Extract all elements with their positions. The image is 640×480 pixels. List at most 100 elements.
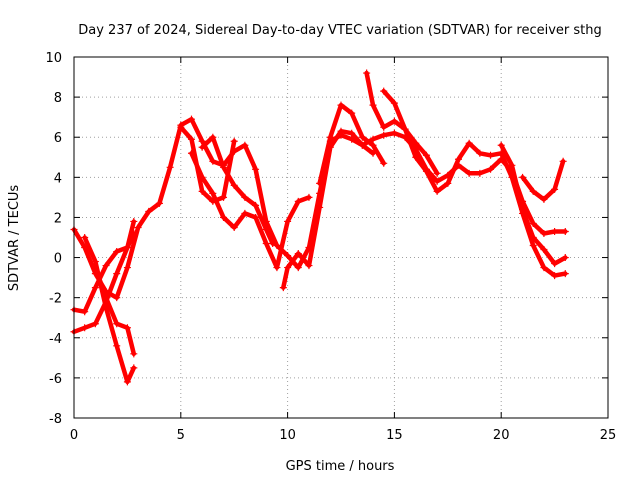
data-point-sat-d	[123, 244, 131, 252]
data-point-sat-c	[113, 342, 121, 350]
data-point-sat-i	[294, 250, 302, 258]
data-point-sat-h	[209, 189, 217, 197]
data-point-sat-d	[130, 229, 138, 237]
series-sat-f	[178, 124, 237, 204]
data-point-sat-j	[284, 217, 292, 225]
data-point-sat-a	[209, 157, 217, 165]
data-point-sat-n	[497, 141, 505, 149]
x-axis-label: GPS time / hours	[286, 459, 395, 474]
y-tick-label: 6	[54, 131, 62, 146]
data-point-sat-l	[422, 151, 430, 159]
y-axis-label: SDTVAR / TECUs	[7, 185, 22, 292]
data-point-sat-n	[529, 234, 537, 241]
data-point-sat-o	[529, 187, 537, 195]
data-point-sat-j	[305, 193, 313, 201]
data-point-sat-d	[113, 248, 121, 256]
data-point-sat-h	[198, 173, 206, 181]
x-tick-label: 5	[177, 428, 185, 443]
data-point-sat-j	[252, 213, 260, 221]
data-point-sat-g	[241, 193, 249, 201]
data-point-sat-e	[123, 324, 131, 332]
y-tick-label: -6	[49, 372, 62, 387]
data-point-sat-f	[198, 187, 206, 195]
data-point-sat-m	[465, 139, 473, 147]
data-point-sat-l	[412, 139, 420, 147]
series-sat-k	[317, 102, 386, 186]
data-point-sat-a	[369, 135, 377, 143]
tick-layer: 0 5 10 15 20 25 -8 -6 -4 -2 0 2 4 6 8 10	[45, 51, 616, 443]
data-point-sat-h	[220, 213, 228, 221]
series-layer	[70, 69, 569, 386]
data-point-sat-n	[561, 254, 569, 262]
chart-title: Day 237 of 2024, Sidereal Day-to-day VTE…	[78, 23, 602, 38]
data-point-sat-a	[273, 242, 281, 250]
series-sat-c	[82, 235, 137, 385]
data-point-sat-a	[551, 227, 559, 235]
data-point-sat-l	[363, 69, 371, 77]
data-point-sat-a	[198, 137, 206, 145]
y-tick-label: 4	[54, 171, 62, 186]
y-tick-label: -4	[49, 332, 62, 347]
data-point-sat-i	[279, 284, 287, 292]
data-point-sat-m	[433, 187, 441, 195]
data-point-sat-g	[220, 163, 228, 171]
data-point-sat-a	[155, 199, 163, 207]
data-point-sat-m	[412, 153, 420, 161]
data-point-sat-j	[262, 240, 270, 248]
data-point-sat-b	[81, 324, 89, 332]
y-tick-label: -8	[49, 412, 62, 427]
data-point-sat-k	[358, 133, 366, 141]
data-point-sat-h	[187, 149, 195, 157]
data-point-sat-l	[433, 169, 441, 177]
data-point-sat-d	[81, 308, 89, 316]
data-point-sat-c	[123, 378, 131, 386]
data-point-sat-a	[529, 219, 537, 227]
x-tick-label: 25	[600, 428, 617, 443]
data-point-sat-m	[380, 87, 388, 95]
data-point-sat-g	[198, 143, 206, 151]
x-tick-label: 15	[386, 428, 403, 443]
data-point-sat-g	[230, 181, 238, 189]
data-point-sat-o	[519, 173, 527, 181]
data-point-sat-e	[130, 350, 138, 358]
y-tick-label: 8	[54, 91, 62, 106]
data-point-sat-k	[348, 109, 356, 117]
y-tick-label: -2	[49, 292, 62, 307]
data-point-sat-m	[401, 125, 409, 133]
data-point-sat-g	[262, 225, 270, 233]
data-point-sat-n	[540, 246, 548, 254]
data-point-sat-i	[316, 203, 324, 211]
data-point-sat-o	[551, 185, 559, 193]
data-point-sat-c	[81, 234, 89, 241]
series-sat-m	[381, 88, 568, 278]
data-point-sat-c	[130, 364, 138, 372]
data-point-sat-e	[91, 264, 99, 272]
data-point-sat-m	[487, 151, 495, 159]
data-point-sat-n	[551, 260, 559, 268]
data-point-sat-i	[284, 264, 292, 272]
data-point-sat-l	[380, 123, 388, 131]
grid-layer	[74, 57, 608, 418]
plot-frame	[73, 56, 609, 419]
data-point-sat-j	[273, 264, 281, 272]
data-point-sat-i	[337, 127, 345, 135]
data-point-sat-m	[551, 272, 559, 280]
data-point-sat-a	[187, 115, 195, 123]
data-point-sat-k	[337, 101, 345, 109]
x-tick-label: 10	[279, 428, 296, 443]
data-point-sat-b	[91, 320, 99, 328]
data-point-sat-a	[348, 135, 356, 143]
data-point-sat-e	[102, 294, 110, 302]
data-point-sat-a	[252, 165, 260, 173]
data-point-sat-d	[91, 284, 99, 292]
data-point-sat-k	[326, 133, 334, 141]
data-point-sat-f	[220, 193, 228, 201]
data-point-sat-a	[113, 294, 121, 302]
series-sat-j	[253, 195, 312, 270]
data-point-sat-n	[508, 161, 516, 169]
data-point-sat-m	[422, 167, 430, 175]
data-point-sat-a	[284, 252, 292, 260]
data-point-sat-m	[561, 270, 569, 278]
data-point-sat-l	[369, 101, 377, 109]
